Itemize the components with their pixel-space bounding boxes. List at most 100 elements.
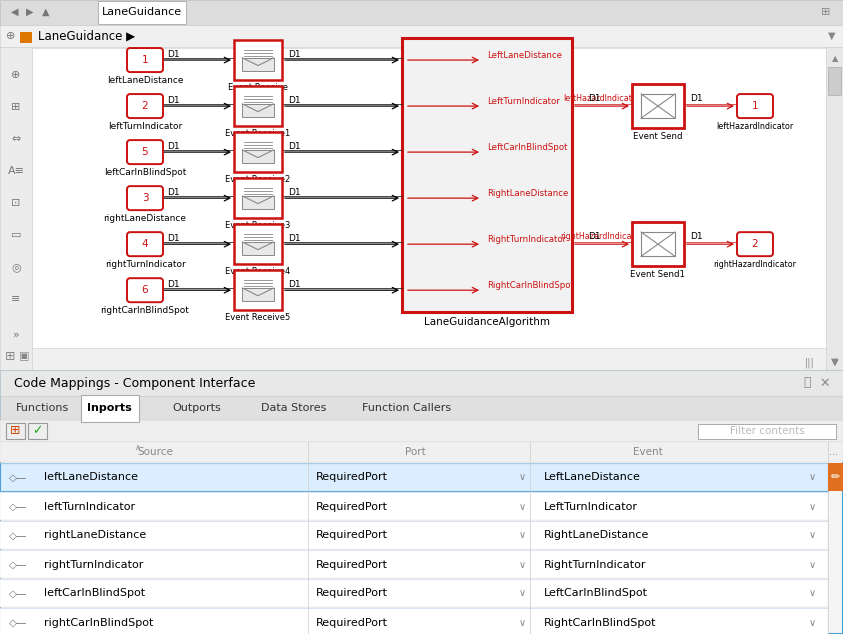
Text: RightLaneDistance: RightLaneDistance bbox=[544, 531, 649, 541]
Text: Source: Source bbox=[137, 447, 173, 457]
Text: ◇—: ◇— bbox=[8, 588, 27, 598]
Text: rightHazardIndicator: rightHazardIndicator bbox=[561, 231, 643, 241]
Text: D1: D1 bbox=[287, 49, 300, 58]
FancyBboxPatch shape bbox=[127, 140, 163, 164]
Text: leftHazardIndicator: leftHazardIndicator bbox=[563, 94, 641, 103]
Bar bbox=[234, 270, 282, 310]
FancyBboxPatch shape bbox=[127, 48, 163, 72]
Text: Functions: Functions bbox=[16, 403, 69, 413]
Text: ∨: ∨ bbox=[808, 501, 815, 512]
Text: ⇔: ⇔ bbox=[11, 134, 21, 144]
Bar bbox=[828, 463, 843, 491]
Text: ◇—: ◇— bbox=[8, 559, 27, 569]
Text: D1: D1 bbox=[287, 234, 300, 243]
Text: ✕: ✕ bbox=[819, 377, 830, 389]
Text: ◇—: ◇— bbox=[8, 618, 27, 628]
Text: LeftLaneDistance: LeftLaneDistance bbox=[487, 51, 562, 60]
Bar bbox=[32, 48, 826, 348]
Text: D1: D1 bbox=[287, 141, 300, 151]
Text: ∧: ∧ bbox=[135, 444, 141, 453]
Text: Event Receive2: Event Receive2 bbox=[225, 174, 291, 184]
Text: ▲: ▲ bbox=[832, 53, 838, 63]
Text: ...: ... bbox=[829, 447, 837, 457]
Text: ▶: ▶ bbox=[26, 7, 34, 17]
Text: ∨: ∨ bbox=[518, 501, 525, 512]
Text: Inports: Inports bbox=[88, 403, 132, 413]
Text: rightCarInBlindSpot: rightCarInBlindSpot bbox=[44, 618, 153, 628]
Bar bbox=[0, 420, 843, 442]
FancyBboxPatch shape bbox=[127, 278, 163, 302]
FancyBboxPatch shape bbox=[737, 94, 773, 118]
Bar bbox=[81, 395, 138, 422]
Text: ▲: ▲ bbox=[42, 7, 50, 17]
Bar bbox=[98, 1, 186, 24]
Text: leftCarInBlindSpot: leftCarInBlindSpot bbox=[44, 588, 145, 598]
Text: leftHazardIndicator: leftHazardIndicator bbox=[717, 122, 793, 131]
Bar bbox=[234, 40, 282, 80]
Text: LaneGuidance ▶: LaneGuidance ▶ bbox=[38, 30, 135, 42]
Text: ∨: ∨ bbox=[518, 618, 525, 628]
Text: 1: 1 bbox=[142, 55, 148, 65]
Text: ◇—: ◇— bbox=[8, 501, 27, 512]
Text: D1: D1 bbox=[167, 141, 180, 151]
Text: LeftLaneDistance: LeftLaneDistance bbox=[544, 472, 641, 482]
Bar bbox=[243, 104, 274, 117]
Text: ◎: ◎ bbox=[11, 262, 21, 272]
Bar bbox=[234, 132, 282, 172]
Text: D1: D1 bbox=[287, 96, 300, 105]
Text: rightTurnIndicator: rightTurnIndicator bbox=[44, 559, 143, 569]
Text: D1: D1 bbox=[167, 49, 180, 58]
Text: D1: D1 bbox=[690, 94, 702, 103]
FancyBboxPatch shape bbox=[127, 186, 163, 210]
Text: ⊡: ⊡ bbox=[11, 198, 21, 208]
Bar bbox=[234, 224, 282, 264]
Text: D1: D1 bbox=[287, 188, 300, 197]
Text: ⊞: ⊞ bbox=[821, 7, 830, 17]
Bar bbox=[0, 492, 828, 520]
Text: rightLaneDistance: rightLaneDistance bbox=[104, 214, 186, 223]
Bar bbox=[0, 608, 828, 634]
Text: ∨: ∨ bbox=[808, 472, 815, 482]
Text: rightLaneDistance: rightLaneDistance bbox=[44, 531, 146, 541]
Text: 2: 2 bbox=[752, 239, 759, 249]
Bar bbox=[0, 521, 828, 549]
Bar bbox=[0, 579, 828, 607]
Text: ⊕: ⊕ bbox=[6, 31, 16, 41]
Text: ◇—: ◇— bbox=[8, 531, 27, 541]
Text: Event Receive4: Event Receive4 bbox=[225, 267, 291, 276]
Text: »: » bbox=[13, 330, 19, 340]
Text: RequiredPort: RequiredPort bbox=[316, 588, 388, 598]
Text: ∨: ∨ bbox=[518, 559, 525, 569]
Text: ∨: ∨ bbox=[518, 472, 525, 482]
FancyBboxPatch shape bbox=[127, 232, 163, 256]
Text: Outports: Outports bbox=[173, 403, 222, 413]
Text: Event Receive1: Event Receive1 bbox=[225, 129, 291, 138]
Bar bbox=[234, 86, 282, 126]
Text: ▼: ▼ bbox=[832, 358, 838, 366]
Text: RequiredPort: RequiredPort bbox=[316, 559, 388, 569]
Bar bbox=[402, 38, 572, 312]
Bar bbox=[0, 463, 828, 491]
Bar bbox=[0, 47, 32, 370]
Text: ▭: ▭ bbox=[11, 230, 21, 240]
Text: 6: 6 bbox=[142, 285, 148, 295]
Text: RequiredPort: RequiredPort bbox=[316, 501, 388, 512]
Text: ◀: ◀ bbox=[11, 7, 19, 17]
Text: ∨: ∨ bbox=[808, 588, 815, 598]
Bar bbox=[28, 423, 47, 439]
Text: ⊞: ⊞ bbox=[11, 102, 21, 112]
Bar bbox=[0, 25, 843, 47]
Text: 4: 4 bbox=[142, 239, 148, 249]
Text: Port: Port bbox=[405, 447, 426, 457]
Text: Event Receive: Event Receive bbox=[228, 82, 288, 91]
FancyBboxPatch shape bbox=[127, 94, 163, 118]
Text: D1: D1 bbox=[167, 188, 180, 197]
Text: ✏: ✏ bbox=[830, 472, 840, 482]
Text: D1: D1 bbox=[167, 96, 180, 105]
Text: Function Callers: Function Callers bbox=[362, 403, 451, 413]
Text: Data Stores: Data Stores bbox=[260, 403, 326, 413]
Bar bbox=[828, 67, 841, 95]
Text: D1: D1 bbox=[167, 280, 180, 288]
Text: |||: ||| bbox=[805, 357, 815, 368]
Bar bbox=[0, 396, 843, 420]
